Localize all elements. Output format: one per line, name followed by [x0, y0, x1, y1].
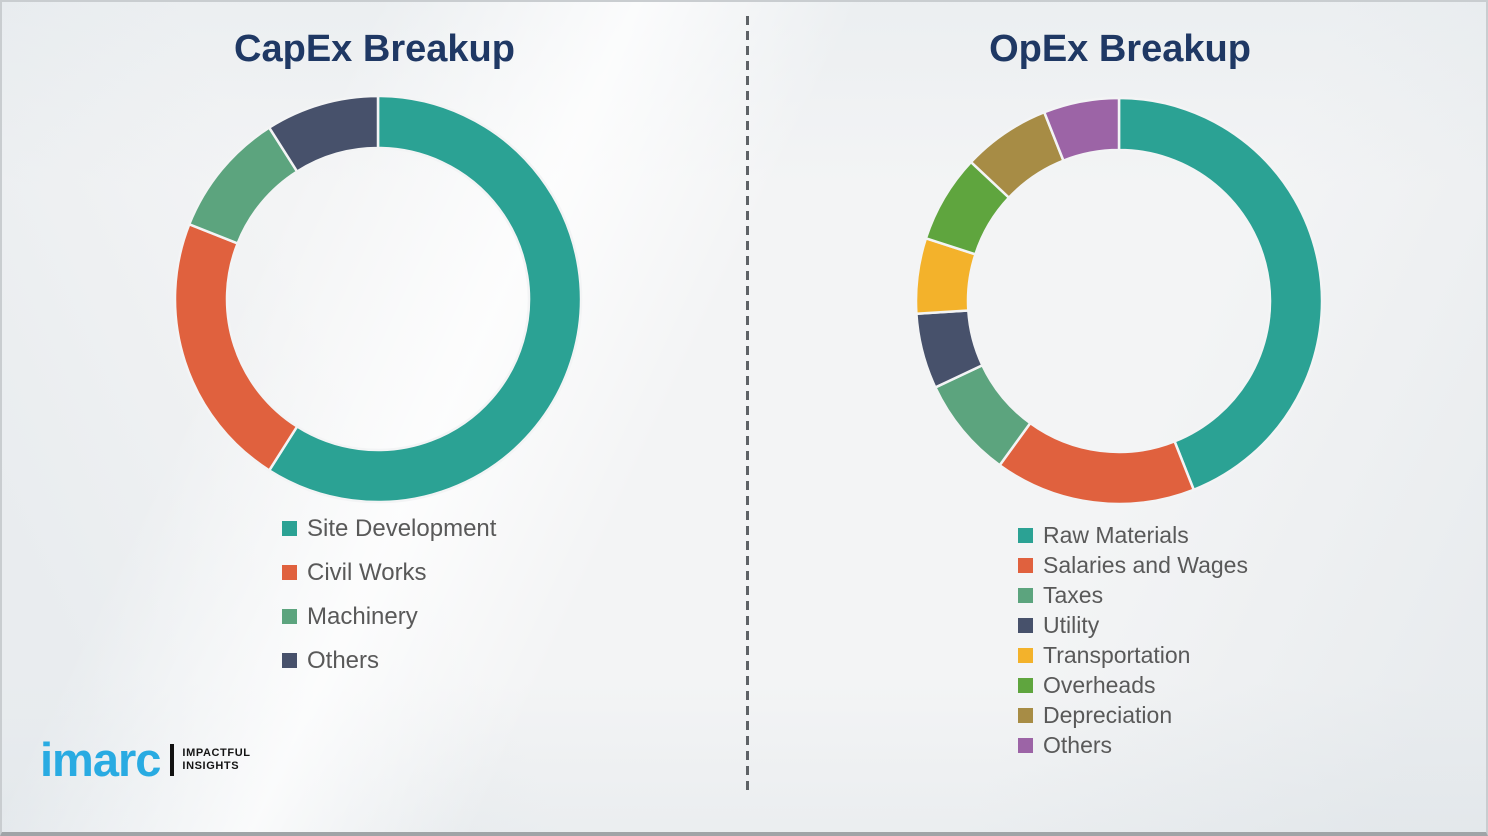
opex-donut-chart [914, 96, 1324, 506]
capex-legend: Site Development Civil Works Machinery Othe… [282, 514, 497, 692]
legend-item-depreciation: Depreciation [1018, 700, 1248, 730]
legend-swatch [1018, 527, 1033, 543]
opex-chart-title: OpEx Breakup [989, 28, 1251, 70]
legend-label: Salaries and Wages [1043, 551, 1248, 578]
legend-label: Civil Works [307, 558, 427, 586]
legend-item-civil-works: Civil Works [282, 558, 496, 586]
legend-label: Transportation [1043, 641, 1191, 668]
donut-segment-salaries-and-wages [997, 421, 1196, 506]
legend-item-salaries-and-wages: Salaries and Wages [1018, 550, 1248, 580]
legend-item-overheads: Overheads [1018, 670, 1248, 700]
legend-label: Site Development [307, 514, 497, 542]
legend-item-site-development: Site Development [282, 514, 497, 542]
donut-segment-others [1042, 96, 1121, 163]
opex-panel: OpEx Breakup Raw Materials Salaries and W… [750, 2, 1486, 832]
legend-label: Machinery [307, 602, 418, 630]
legend-swatch [1018, 617, 1033, 633]
imarc-tagline-line1: IMPACTFUL [182, 746, 251, 759]
imarc-logo-tagline: IMPACTFUL INSIGHTS [182, 747, 250, 773]
legend-item-machinery: Machinery [282, 602, 496, 630]
legend-item-raw-materials: Raw Materials [1018, 520, 1248, 550]
imarc-tagline-line2: INSIGHTS [182, 759, 240, 772]
legend-swatch [1018, 737, 1033, 753]
legend-label: Others [307, 646, 380, 674]
legend-swatch [282, 609, 297, 624]
legend-item-taxes: Taxes [1018, 580, 1248, 610]
donut-segment-raw-materials [1117, 96, 1324, 492]
donut-segment-others [267, 94, 380, 174]
legend-label: Overheads [1043, 671, 1156, 698]
legend-swatch [1018, 677, 1033, 693]
donut-segment-civil-works [173, 222, 299, 473]
legend-swatch [282, 653, 297, 668]
legend-swatch [282, 521, 297, 536]
capex-chart-title: CapEx Breakup [234, 28, 515, 70]
donut-svg [173, 94, 583, 504]
imarc-logo-divider-bar [170, 743, 175, 776]
legend-swatch [282, 565, 297, 580]
imarc-logo-wordmark: imarc [40, 733, 161, 786]
legend-item-others: Others [282, 646, 496, 674]
capex-donut-chart [173, 94, 583, 504]
legend-label: Depreciation [1043, 701, 1173, 728]
donut-segment-site-development [267, 94, 583, 504]
legend-label: Taxes [1043, 581, 1104, 608]
legend-item-transportation: Transportation [1018, 640, 1248, 670]
donut-svg [914, 96, 1324, 506]
legend-swatch [1018, 707, 1033, 723]
legend-item-others: Others [1018, 730, 1248, 760]
capex-panel: CapEx Breakup Site Development Civil Work… [2, 2, 747, 832]
legend-item-utility: Utility [1018, 610, 1248, 640]
legend-swatch [1018, 587, 1033, 603]
vertical-dashed-divider [746, 16, 749, 794]
legend-swatch [1018, 557, 1033, 573]
imarc-logo: imarc IMPACTFUL INSIGHTS [40, 736, 251, 783]
legend-label: Utility [1043, 611, 1100, 638]
legend-swatch [1018, 647, 1033, 663]
legend-label: Others [1043, 731, 1113, 758]
legend-label: Raw Materials [1043, 521, 1189, 548]
opex-legend: Raw Materials Salaries and Wages Taxes Util… [1018, 520, 1248, 760]
